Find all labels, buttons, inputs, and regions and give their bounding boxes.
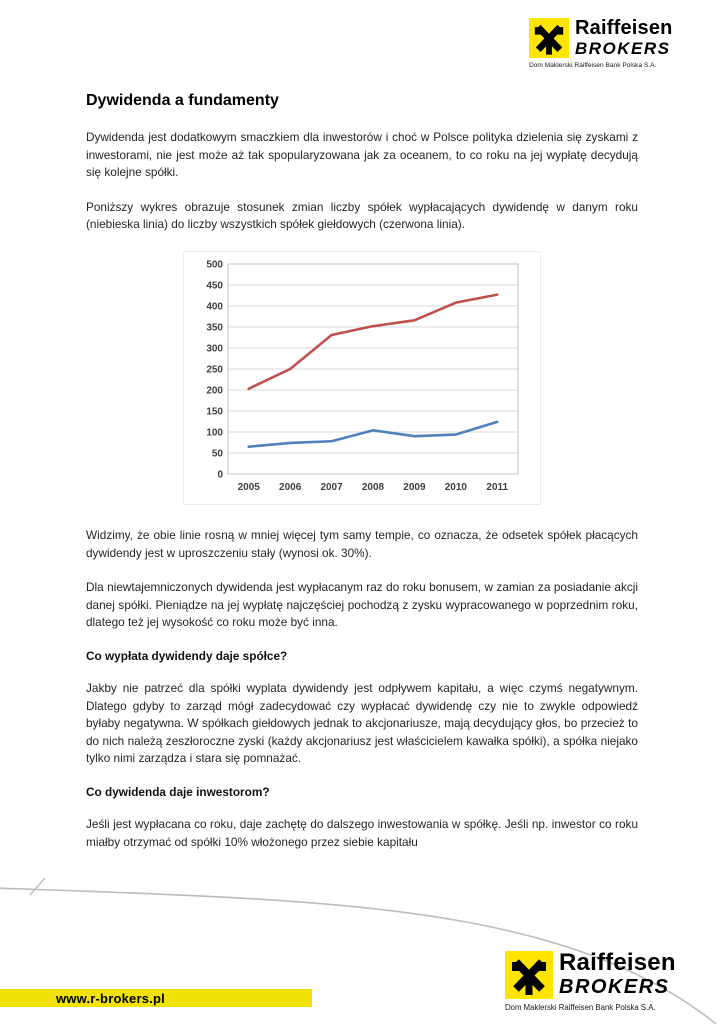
paragraph-observation: Widzimy, że obie linie rosną w mniej wię…: [86, 527, 638, 560]
paragraph-intro: Dywidenda jest dodatkowym smaczkiem dla …: [86, 130, 638, 180]
subheading-company: Co wypłata dywidendy daje spółce?: [86, 648, 288, 663]
article-content: Dywidenda a fundamenty Dywidenda jest do…: [86, 92, 638, 868]
brand-name: Raiffeisen: [575, 17, 673, 39]
y-tick-label: 350: [206, 322, 223, 333]
chart-series-line: [247, 420, 499, 448]
footer-url-bar: www.r-brokers.pl: [0, 989, 312, 1007]
y-tick-label: 500: [206, 259, 223, 270]
page-title: Dywidenda a fundamenty: [86, 92, 279, 109]
y-tick-label: 400: [206, 301, 223, 312]
x-tick-label: 2005: [238, 482, 261, 493]
paragraph-company: Jakby nie patrzeć dla spółki wyplata dyw…: [86, 680, 638, 766]
y-tick-label: 300: [206, 343, 223, 354]
raiffeisen-emblem-icon: [529, 18, 569, 58]
x-tick-label: 2011: [486, 482, 508, 493]
paragraph-definition: Dla niewtajemniczonych dywidenda jest wy…: [86, 580, 638, 630]
dividend-chart-svg: 0 50 100 150 200 250 300 350 400 450 500 2005 2006 20…: [206, 259, 519, 493]
x-tick-label: 2010: [445, 482, 468, 493]
website-link[interactable]: www.r-brokers.pl: [56, 990, 165, 1006]
raiffeisen-emblem-icon: [505, 951, 553, 999]
y-tick-label: 100: [206, 427, 223, 438]
y-tick-label: 50: [212, 448, 224, 459]
subheading-investors: Co dywidenda daje inwestorom?: [86, 784, 270, 799]
brand-tagline: Dom Maklerski Raiffeisen Bank Polska S.A…: [529, 62, 657, 69]
paragraph-chart-desc: Poniższy wykres obrazuje stosunek zmian …: [86, 199, 638, 232]
plot-border: [227, 263, 519, 475]
y-tick-label: 0: [217, 469, 223, 480]
y-tick-label: 450: [206, 280, 223, 291]
brand-tagline: Dom Maklerski Raiffeisen Bank Polska S.A…: [505, 1003, 656, 1012]
x-tick-label: 2009: [403, 482, 426, 493]
logo-text: Raiffeisen BROKERS: [559, 949, 676, 998]
brand-name: Raiffeisen: [559, 949, 676, 976]
header-brand-logo: Raiffeisen BROKERS Dom Maklerski Raiffei…: [529, 18, 697, 69]
x-tick-label: 2006: [279, 482, 302, 493]
y-tick-label: 250: [206, 364, 223, 375]
x-tick-label: 2008: [362, 482, 385, 493]
dividend-line-chart: 0 50 100 150 200 250 300 350 400 450 500 2005 2006 20…: [183, 250, 541, 505]
logo-row: Raiffeisen BROKERS: [529, 18, 697, 58]
footer-brand-logo: Raiffeisen BROKERS Dom Maklerski Raiffei…: [505, 951, 701, 1012]
brand-sub-name: BROKERS: [575, 39, 671, 58]
brand-sub-name: BROKERS: [559, 976, 670, 998]
logo-text: Raiffeisen BROKERS: [575, 18, 673, 57]
chart-series-line: [247, 293, 499, 391]
x-tick-label: 2007: [320, 482, 343, 493]
y-tick-label: 150: [206, 406, 223, 417]
paragraph-investors: Jeśli jest wypłacana co roku, daje zachę…: [86, 816, 638, 849]
logo-row: Raiffeisen BROKERS: [505, 951, 701, 999]
y-tick-label: 200: [206, 385, 223, 396]
